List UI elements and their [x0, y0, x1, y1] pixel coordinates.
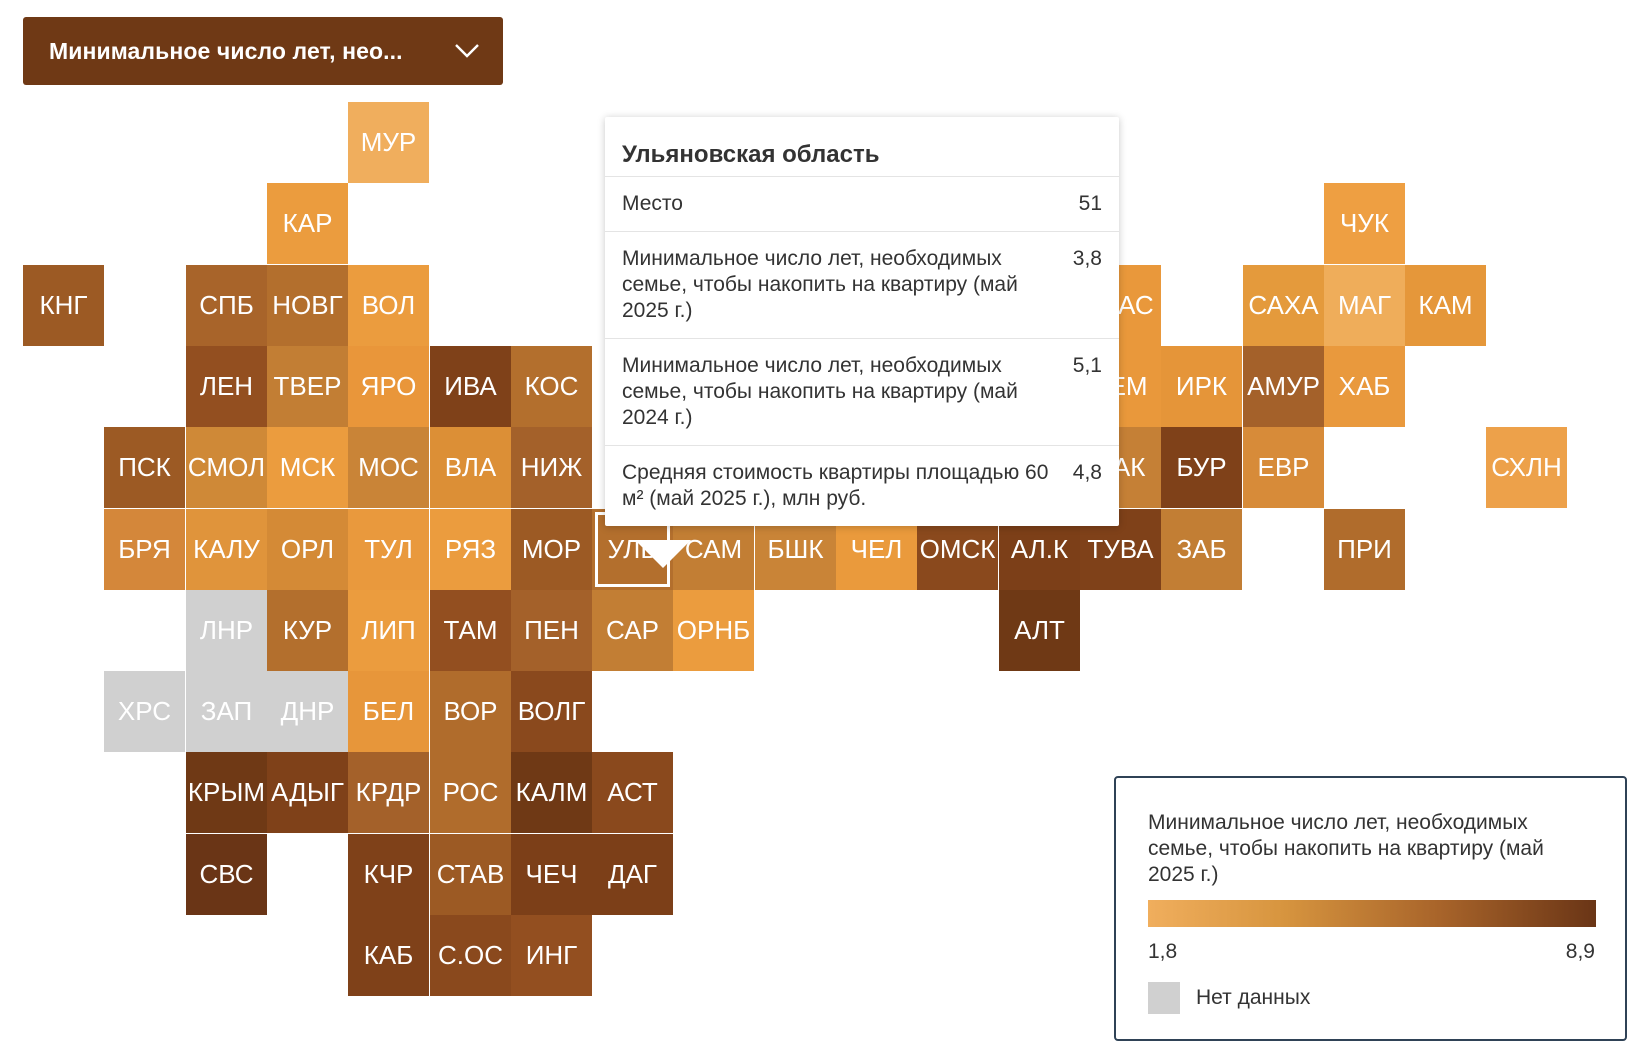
tooltip-row: Место 51 [605, 177, 1119, 232]
region-tile-9[interactable]: САХА [1243, 265, 1324, 346]
region-tile-29[interactable]: ЕВР [1243, 427, 1324, 508]
region-tile-70[interactable]: ДАГ [592, 834, 673, 915]
region-tile-66[interactable]: СВС [186, 834, 267, 915]
tooltip-row: Минимальное число лет, необходимых семье… [605, 339, 1119, 446]
region-tile-25[interactable]: ВЛА [430, 427, 511, 508]
region-tile-30[interactable]: СХЛН [1486, 427, 1567, 508]
region-tile-50[interactable]: ПЕН [511, 590, 592, 671]
region-tile-12[interactable]: ЛЕН [186, 346, 267, 427]
region-tile-10[interactable]: МАГ [1324, 265, 1405, 346]
region-tile-16[interactable]: КОС [511, 346, 592, 427]
tooltip-row-value: 3,8 [1072, 247, 1102, 270]
region-tile-60[interactable]: КРЫМ [186, 752, 267, 833]
region-tile-51[interactable]: САР [592, 590, 673, 671]
region-tile-55[interactable]: ЗАП [186, 671, 267, 752]
region-tile-28[interactable]: БУР [1161, 427, 1242, 508]
region-tile-32[interactable]: КАЛУ [186, 509, 267, 590]
region-tile-19[interactable]: АМУР [1243, 346, 1324, 427]
region-tooltip: Ульяновская область Место 51 Минимальное… [605, 117, 1119, 526]
region-tile-11[interactable]: КАМ [1405, 265, 1486, 346]
region-tile-73[interactable]: ИНГ [511, 915, 592, 996]
region-tile-71[interactable]: КАБ [348, 915, 429, 996]
region-tile-67[interactable]: КЧР [348, 834, 429, 915]
legend-no-data-swatch [1148, 982, 1180, 1014]
region-tile-24[interactable]: МОС [348, 427, 429, 508]
region-tile-20[interactable]: ХАБ [1324, 346, 1405, 427]
region-tile-72[interactable]: С.ОС [430, 915, 511, 996]
region-tile-23[interactable]: МСК [267, 427, 348, 508]
region-tile-15[interactable]: ИВА [430, 346, 511, 427]
region-tile-6[interactable]: НОВГ [267, 265, 348, 346]
region-tile-36[interactable]: МОР [511, 509, 592, 590]
region-tile-49[interactable]: ТАМ [430, 590, 511, 671]
region-tile-64[interactable]: КАЛМ [511, 752, 592, 833]
region-tile-58[interactable]: ВОР [430, 671, 511, 752]
region-tile-45[interactable]: ПРИ [1324, 509, 1405, 590]
indicator-dropdown-label: Минимальное число лет, нео... [49, 37, 403, 64]
legend-title: Минимальное число лет, необходимых семье… [1148, 811, 1544, 886]
region-tile-5[interactable]: СПБ [186, 265, 267, 346]
tooltip-row-label: Минимальное число лет, необходимых семье… [622, 354, 1018, 429]
legend-gradient-bar [1148, 900, 1596, 927]
region-tile-7[interactable]: ВОЛ [348, 265, 429, 346]
color-legend: Минимальное число лет, необходимых семье… [1114, 776, 1627, 1041]
region-tile-61[interactable]: АДЫГ [267, 752, 348, 833]
region-tile-35[interactable]: РЯЗ [430, 509, 511, 590]
region-tile-18[interactable]: ИРК [1161, 346, 1242, 427]
tooltip-title: Ульяновская область [605, 117, 1119, 177]
region-tile-59[interactable]: ВОЛГ [511, 671, 592, 752]
region-tile-62[interactable]: КРДР [348, 752, 429, 833]
region-tile-69[interactable]: ЧЕЧ [511, 834, 592, 915]
region-tile-4[interactable]: КНГ [23, 265, 104, 346]
region-tile-54[interactable]: ХРС [104, 671, 185, 752]
region-tile-3[interactable]: ЧУК [1324, 183, 1405, 264]
tooltip-row-label: Место [622, 192, 683, 215]
region-tile-21[interactable]: ПСК [104, 427, 185, 508]
legend-no-data-label: Нет данных [1196, 986, 1311, 1009]
legend-max-label: 8,9 [1565, 940, 1595, 963]
region-tile-65[interactable]: АСТ [592, 752, 673, 833]
region-tile-26[interactable]: НИЖ [511, 427, 592, 508]
region-tile-33[interactable]: ОРЛ [267, 509, 348, 590]
region-tile-1[interactable]: МУР [348, 102, 429, 183]
tooltip-pointer [635, 540, 691, 568]
chevron-down-icon [455, 44, 479, 58]
region-tile-31[interactable]: БРЯ [104, 509, 185, 590]
indicator-dropdown[interactable]: Минимальное число лет, нео... [23, 17, 503, 85]
region-tile-52[interactable]: ОРНБ [673, 590, 754, 671]
region-tile-46[interactable]: ЛНР [186, 590, 267, 671]
region-tile-53[interactable]: АЛТ [999, 590, 1080, 671]
tooltip-row-value: 4,8 [1072, 461, 1102, 484]
tooltip-row: Средняя стоимость квартиры площадью 60 м… [605, 446, 1119, 526]
legend-min-label: 1,8 [1148, 940, 1178, 963]
region-tile-48[interactable]: ЛИП [348, 590, 429, 671]
tooltip-row: Минимальное число лет, необходимых семье… [605, 232, 1119, 339]
region-tile-68[interactable]: СТАВ [430, 834, 511, 915]
tooltip-row-label: Минимальное число лет, необходимых семье… [622, 247, 1018, 322]
region-tile-57[interactable]: БЕЛ [348, 671, 429, 752]
tooltip-row-label: Средняя стоимость квартиры площадью 60 м… [622, 461, 1049, 510]
tooltip-row-value: 51 [1078, 192, 1102, 215]
region-tile-63[interactable]: РОС [430, 752, 511, 833]
region-tile-22[interactable]: СМОЛ [186, 427, 267, 508]
region-tile-44[interactable]: ЗАБ [1161, 509, 1242, 590]
region-tile-14[interactable]: ЯРО [348, 346, 429, 427]
region-tile-2[interactable]: КАР [267, 183, 348, 264]
region-tile-47[interactable]: КУР [267, 590, 348, 671]
region-tile-13[interactable]: ТВЕР [267, 346, 348, 427]
tooltip-row-value: 5,1 [1072, 354, 1102, 377]
region-tile-56[interactable]: ДНР [267, 671, 348, 752]
region-tile-34[interactable]: ТУЛ [348, 509, 429, 590]
